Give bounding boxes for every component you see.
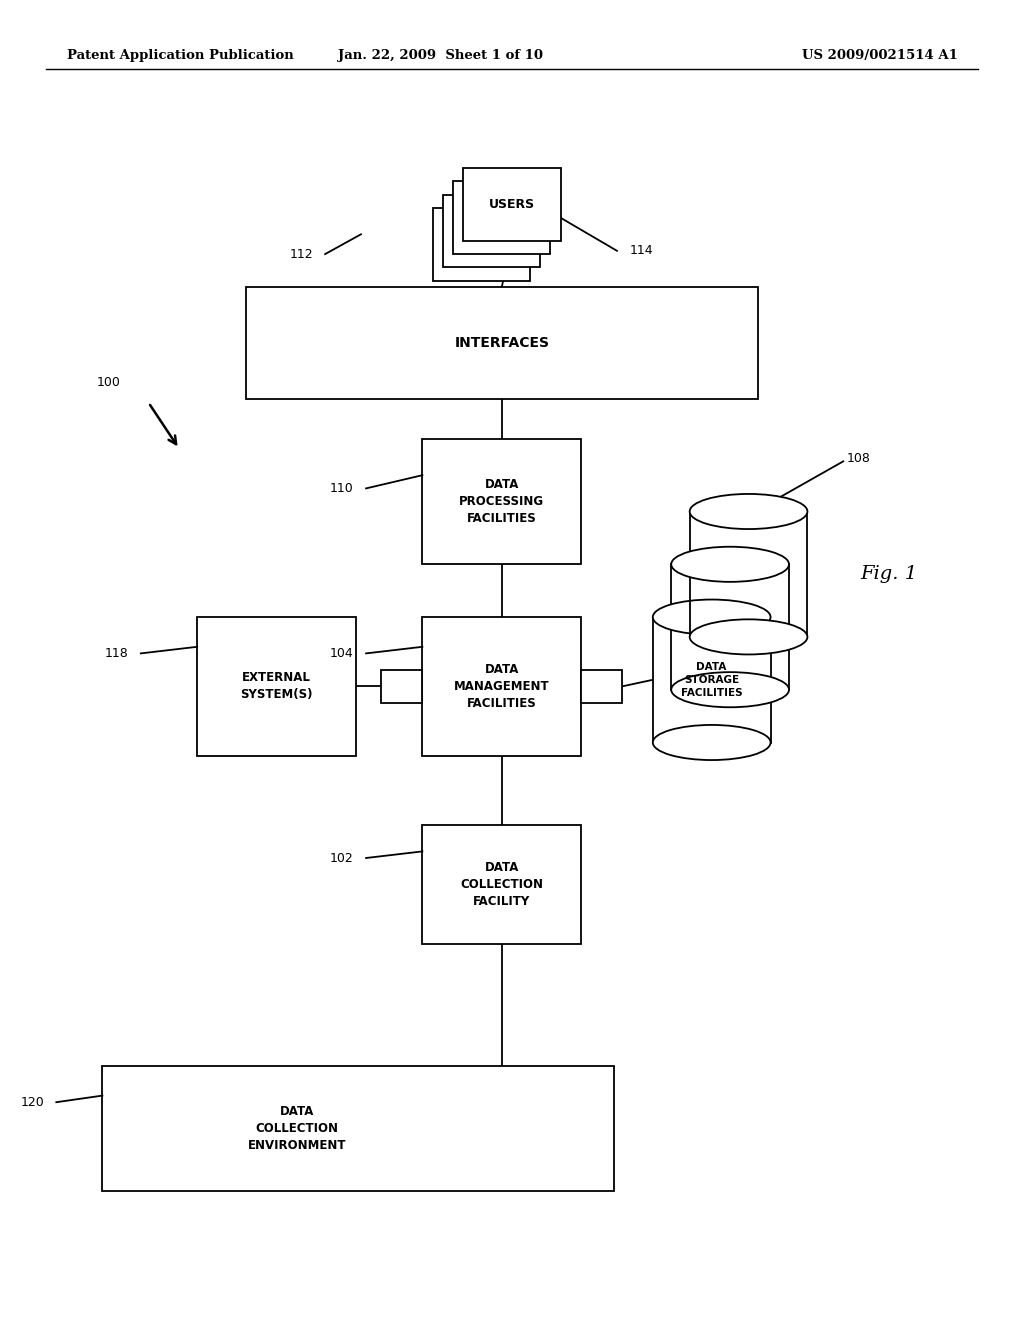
Ellipse shape — [690, 619, 807, 655]
Text: US 2009/0021514 A1: US 2009/0021514 A1 — [802, 49, 957, 62]
Bar — [672, 565, 788, 689]
Text: Jan. 22, 2009  Sheet 1 of 10: Jan. 22, 2009 Sheet 1 of 10 — [338, 49, 543, 62]
Text: 112: 112 — [289, 248, 313, 260]
Text: DATA
MANAGEMENT
FACILITIES: DATA MANAGEMENT FACILITIES — [454, 663, 550, 710]
Bar — [582, 671, 623, 704]
Text: 104: 104 — [330, 647, 354, 660]
Ellipse shape — [653, 599, 770, 635]
Bar — [422, 438, 582, 565]
Text: DATA
COLLECTION
ENVIRONMENT: DATA COLLECTION ENVIRONMENT — [248, 1105, 346, 1152]
Bar — [197, 618, 356, 755]
Text: Patent Application Publication: Patent Application Publication — [67, 49, 293, 62]
Text: 110: 110 — [330, 482, 354, 495]
Ellipse shape — [672, 672, 788, 708]
Text: DATA
STORAGE
FACILITIES: DATA STORAGE FACILITIES — [681, 661, 742, 698]
Text: 100: 100 — [97, 376, 121, 389]
Text: 120: 120 — [20, 1096, 44, 1109]
Text: Fig. 1: Fig. 1 — [860, 565, 918, 583]
Bar — [463, 168, 561, 242]
Bar — [432, 207, 530, 281]
Text: USERS: USERS — [488, 198, 536, 211]
Text: 102: 102 — [330, 851, 354, 865]
Ellipse shape — [672, 546, 788, 582]
Bar — [453, 181, 551, 253]
Bar — [442, 194, 541, 267]
Bar — [422, 825, 582, 944]
Bar — [653, 618, 770, 742]
Bar — [381, 671, 422, 704]
Text: 108: 108 — [846, 453, 870, 465]
Ellipse shape — [690, 494, 807, 529]
Bar — [690, 512, 807, 638]
Text: DATA
PROCESSING
FACILITIES: DATA PROCESSING FACILITIES — [459, 478, 545, 525]
Text: 118: 118 — [104, 647, 129, 660]
Text: EXTERNAL
SYSTEM(S): EXTERNAL SYSTEM(S) — [241, 672, 312, 701]
Bar — [422, 618, 582, 755]
Ellipse shape — [653, 725, 770, 760]
Text: DATA
COLLECTION
FACILITY: DATA COLLECTION FACILITY — [460, 861, 544, 908]
Text: INTERFACES: INTERFACES — [455, 337, 549, 350]
Bar — [246, 286, 758, 399]
Bar — [102, 1067, 614, 1191]
Text: 114: 114 — [629, 244, 653, 257]
